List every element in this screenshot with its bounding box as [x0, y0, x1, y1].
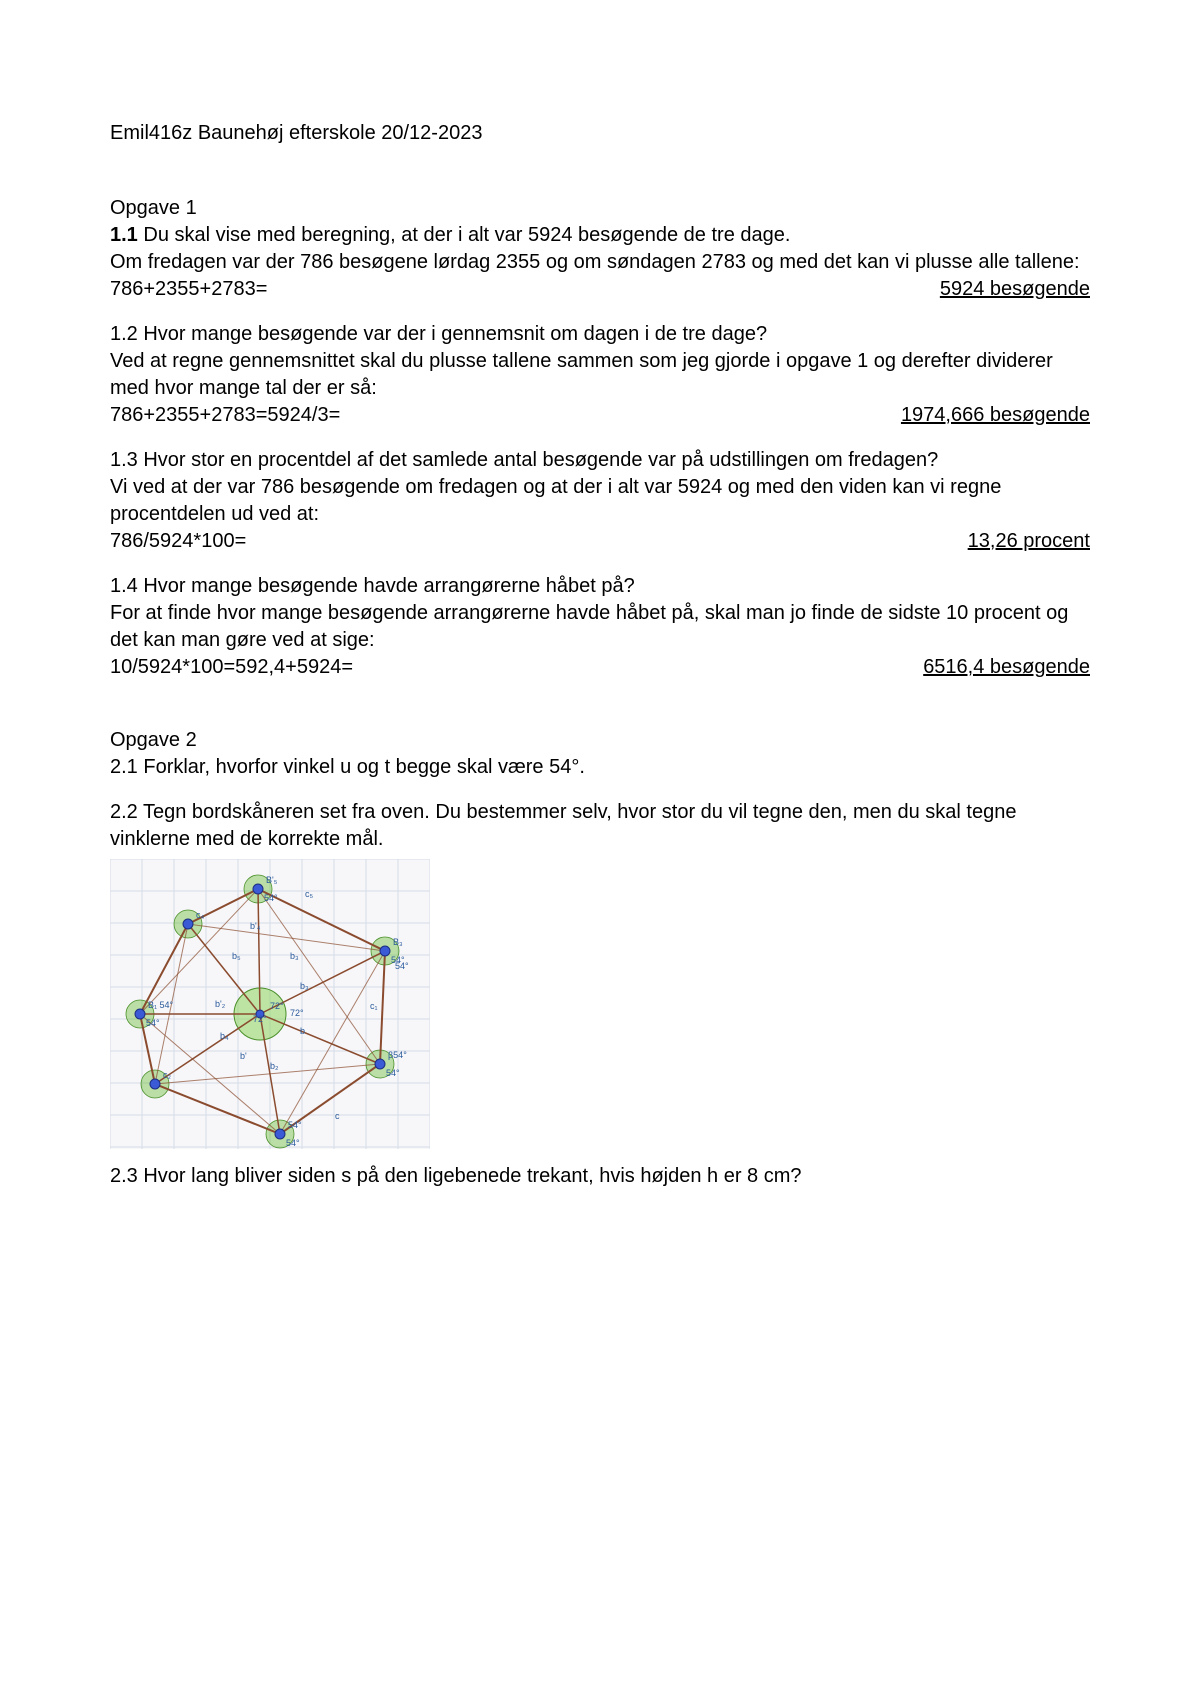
svg-text:b₃: b₃ — [300, 981, 309, 991]
svg-text:β54°: β54° — [388, 1050, 407, 1060]
svg-text:72°: 72° — [290, 1008, 304, 1018]
q14-body: For at finde hvor mange besøgende arrang… — [110, 600, 1090, 654]
q11: 1.1 Du skal vise med beregning, at der i… — [110, 222, 1090, 249]
q12-calc: 786+2355+2783=5924/3= — [110, 402, 340, 429]
svg-text:c₁: c₁ — [370, 1001, 378, 1011]
q11-answer: 5924 besøgende — [940, 276, 1090, 303]
svg-text:c₂: c₂ — [163, 1070, 172, 1080]
q13-calc-row: 786/5924*100= 13,26 procent — [110, 528, 1090, 555]
opgave2-title: Opgave 2 — [110, 727, 1090, 754]
svg-text:54°: 54° — [286, 1138, 300, 1148]
svg-text:c₄: c₄ — [196, 910, 205, 920]
document-header: Emil416z Baunehøj efterskole 20/12-2023 — [110, 120, 1090, 147]
q13-answer: 13,26 procent — [968, 528, 1090, 555]
svg-text:54°: 54° — [386, 1068, 400, 1078]
q13-body: Vi ved at der var 786 besøgende om freda… — [110, 474, 1090, 528]
q23: 2.3 Hvor lang bliver siden s på den lige… — [110, 1163, 1090, 1190]
svg-text:B₁ 54°: B₁ 54° — [148, 1000, 174, 1010]
q11-calc-row: 786+2355+2783= 5924 besøgende — [110, 276, 1090, 303]
q11-body: Om fredagen var der 786 besøgene lørdag … — [110, 249, 1090, 276]
svg-text:B'₅: B'₅ — [266, 875, 278, 885]
q12-body: Ved at regne gennemsnittet skal du pluss… — [110, 348, 1090, 402]
q12-calc-row: 786+2355+2783=5924/3= 1974,666 besøgende — [110, 402, 1090, 429]
q14-calc: 10/5924*100=592,4+5924= — [110, 654, 353, 681]
q13-calc: 786/5924*100= — [110, 528, 246, 555]
svg-text:b'₄: b'₄ — [250, 921, 261, 931]
svg-text:54°: 54° — [395, 961, 409, 971]
svg-text:b₂: b₂ — [270, 1061, 279, 1071]
q11-calc: 786+2355+2783= — [110, 276, 267, 303]
svg-text:b'₂: b'₂ — [215, 999, 226, 1009]
pentagon-svg: B'₅54°B₃54°β54°54°54°54°c₂B₁ 54°54°c₄c₅5… — [110, 859, 430, 1149]
svg-text:b₄: b₄ — [220, 1031, 229, 1041]
svg-text:54°: 54° — [146, 1018, 160, 1028]
svg-text:72°: 72° — [270, 1001, 284, 1011]
q14-calc-row: 10/5924*100=592,4+5924= 6516,4 besøgende — [110, 654, 1090, 681]
svg-text:54°: 54° — [288, 1120, 302, 1130]
svg-text:c₅: c₅ — [305, 889, 314, 899]
svg-text:72°: 72° — [253, 1014, 267, 1024]
document-page: Emil416z Baunehøj efterskole 20/12-2023 … — [0, 0, 1200, 1696]
q22: 2.2 Tegn bordskåneren set fra oven. Du b… — [110, 799, 1090, 853]
svg-text:B₃: B₃ — [393, 937, 403, 947]
q12-label: 1.2 Hvor mange besøgende var der i genne… — [110, 321, 1090, 348]
svg-text:b₅: b₅ — [232, 951, 241, 961]
q14-label: 1.4 Hvor mange besøgende havde arrangøre… — [110, 573, 1090, 600]
svg-text:b₃: b₃ — [290, 951, 299, 961]
q14-answer: 6516,4 besøgende — [923, 654, 1090, 681]
svg-text:c: c — [335, 1111, 340, 1121]
q11-label: 1.1 — [110, 224, 138, 246]
q11-text: Du skal vise med beregning, at der i alt… — [138, 224, 791, 246]
q21: 2.1 Forklar, hvorfor vinkel u og t begge… — [110, 754, 1090, 781]
svg-text:54°: 54° — [264, 893, 278, 903]
q12-answer: 1974,666 besøgende — [901, 402, 1090, 429]
opgave1-title: Opgave 1 — [110, 195, 1090, 222]
pentagon-diagram: B'₅54°B₃54°β54°54°54°54°c₂B₁ 54°54°c₄c₅5… — [110, 859, 1090, 1149]
svg-text:b': b' — [240, 1051, 247, 1061]
q13-label: 1.3 Hvor stor en procentdel af det samle… — [110, 447, 1090, 474]
svg-text:b: b — [300, 1026, 305, 1036]
